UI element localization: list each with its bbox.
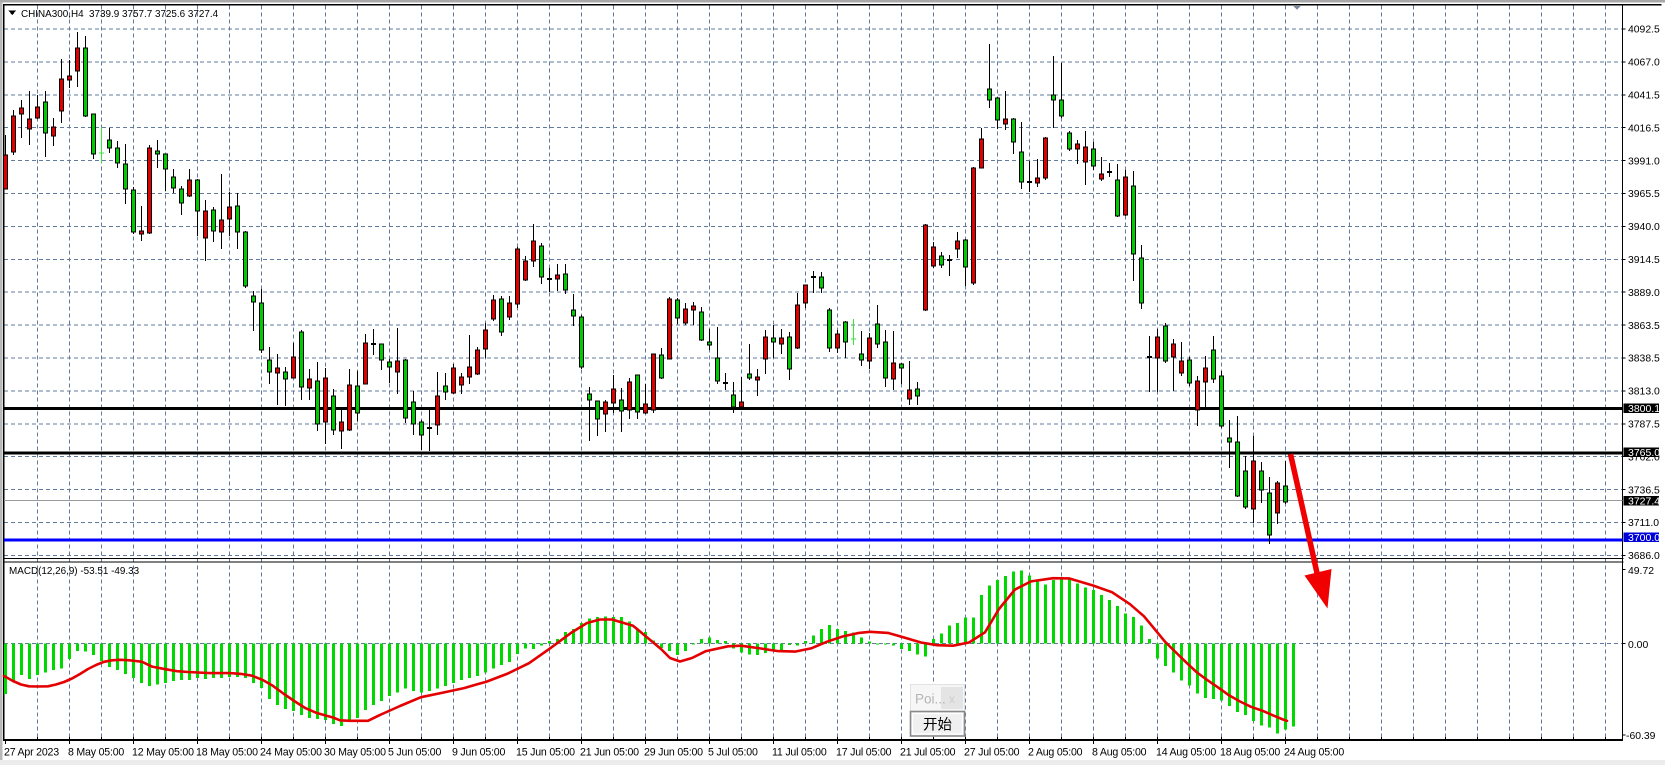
svg-text:3686.0: 3686.0 (1628, 551, 1660, 562)
svg-text:0.00: 0.00 (1628, 640, 1648, 651)
svg-text:2 Aug 05:00: 2 Aug 05:00 (1028, 747, 1083, 759)
svg-text:4041.5: 4041.5 (1628, 91, 1660, 102)
svg-text:21 Jul 05:00: 21 Jul 05:00 (900, 747, 956, 759)
svg-text:15 Jun 05:00: 15 Jun 05:00 (516, 747, 575, 759)
svg-text:24 May 05:00: 24 May 05:00 (260, 747, 322, 759)
svg-text:27 Apr 2023: 27 Apr 2023 (4, 747, 59, 759)
svg-text:49.72: 49.72 (1628, 566, 1654, 577)
svg-text:4016.5: 4016.5 (1628, 123, 1660, 134)
svg-text:8 May 05:00: 8 May 05:00 (68, 747, 124, 759)
svg-text:3838.5: 3838.5 (1628, 354, 1660, 365)
svg-text:-60.39: -60.39 (1626, 731, 1656, 742)
svg-text:18 Aug 05:00: 18 Aug 05:00 (1220, 747, 1280, 759)
svg-text:3787.5: 3787.5 (1628, 420, 1660, 431)
svg-text:4092.5: 4092.5 (1628, 25, 1660, 36)
svg-text:3889.0: 3889.0 (1628, 288, 1660, 299)
svg-text:3914.5: 3914.5 (1628, 255, 1660, 266)
svg-text:3711.0: 3711.0 (1628, 518, 1659, 529)
svg-text:18 May 05:00: 18 May 05:00 (196, 747, 258, 759)
svg-text:27 Jul 05:00: 27 Jul 05:00 (964, 747, 1020, 759)
svg-text:3700.0: 3700.0 (1628, 532, 1660, 544)
svg-text:3762.0: 3762.0 (1628, 452, 1660, 463)
svg-text:MACD(12,26,9) -53.51 -49.33: MACD(12,26,9) -53.51 -49.33 (9, 566, 140, 577)
svg-text:3800.1: 3800.1 (1628, 403, 1660, 415)
svg-text:3813.0: 3813.0 (1628, 387, 1660, 398)
svg-text:3736.5: 3736.5 (1628, 485, 1660, 496)
svg-text:Poi...: Poi... (915, 692, 946, 707)
svg-text:17 Jul 05:00: 17 Jul 05:00 (836, 747, 892, 759)
svg-text:3863.5: 3863.5 (1628, 321, 1660, 332)
svg-text:3991.0: 3991.0 (1628, 156, 1660, 167)
svg-text:3965.5: 3965.5 (1628, 189, 1660, 200)
svg-text:8 Aug 05:00: 8 Aug 05:00 (1092, 747, 1147, 759)
svg-text:3727.4: 3727.4 (1628, 496, 1660, 508)
svg-text:9 Jun 05:00: 9 Jun 05:00 (452, 747, 505, 759)
svg-text:CHINA300,H4 3739.9 3757.7 372: CHINA300,H4 3739.9 3757.7 3725.6 3727.4 (21, 9, 219, 20)
svg-text:29 Jun 05:00: 29 Jun 05:00 (644, 747, 703, 759)
svg-text:21 Jun 05:00: 21 Jun 05:00 (580, 747, 639, 759)
svg-text:11 Jul 05:00: 11 Jul 05:00 (772, 747, 827, 759)
svg-text:4067.0: 4067.0 (1628, 58, 1660, 69)
svg-text:5 Jul 05:00: 5 Jul 05:00 (708, 747, 758, 759)
svg-text:3765.0: 3765.0 (1628, 447, 1660, 459)
svg-text:开始: 开始 (923, 717, 952, 734)
svg-text:14 Aug 05:00: 14 Aug 05:00 (1156, 747, 1216, 759)
svg-text:12 May 05:00: 12 May 05:00 (132, 747, 194, 759)
svg-text:30 May 05:00: 30 May 05:00 (324, 747, 386, 759)
svg-text:x: x (949, 692, 955, 706)
svg-text:24 Aug 05:00: 24 Aug 05:00 (1284, 747, 1344, 759)
svg-text:3940.0: 3940.0 (1628, 222, 1660, 233)
svg-text:5 Jun 05:00: 5 Jun 05:00 (388, 747, 441, 759)
